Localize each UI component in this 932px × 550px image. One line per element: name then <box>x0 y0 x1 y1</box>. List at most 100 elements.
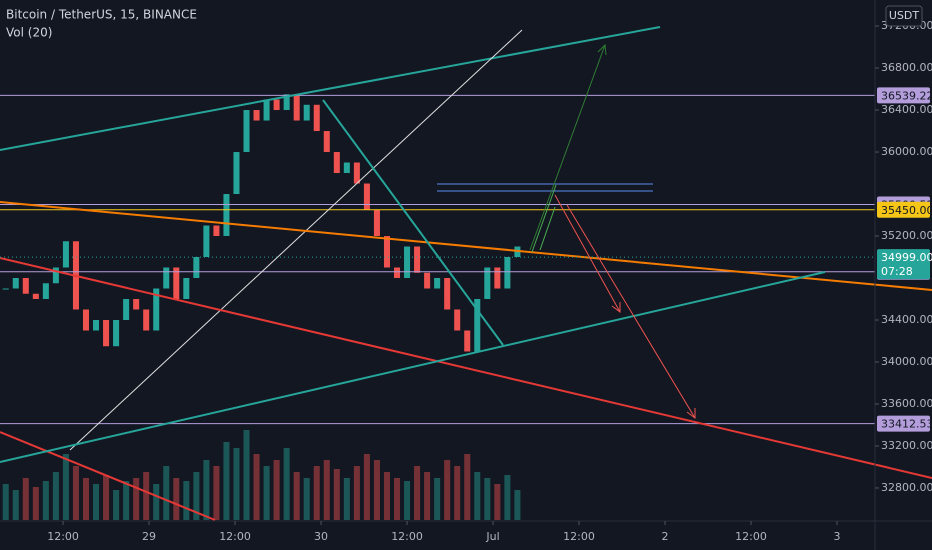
volume-bar <box>163 466 170 520</box>
y-tick-label: 32800.00 <box>881 481 932 494</box>
volume-bar <box>343 478 350 520</box>
candle <box>12 278 19 289</box>
trend-line <box>322 99 504 346</box>
x-tick-label: 12:00 <box>391 530 423 543</box>
trend-line <box>0 431 216 521</box>
x-tick-label: 3 <box>834 530 841 543</box>
volume-bar <box>223 442 230 520</box>
volume-bar <box>464 454 471 520</box>
volume-bar <box>62 454 69 520</box>
x-tick-label: 12:00 <box>47 530 79 543</box>
volume-bar <box>394 478 401 520</box>
candle <box>123 299 130 320</box>
candle <box>113 320 120 347</box>
candle <box>333 152 340 174</box>
candle <box>253 110 260 121</box>
trend-line <box>0 257 932 479</box>
volume-bar <box>32 487 39 520</box>
y-tick-label: 36800.00 <box>881 61 932 74</box>
candle <box>323 131 330 153</box>
chart-title: Bitcoin / TetherUS, 15, BINANCE <box>6 8 197 22</box>
price-label-box <box>877 415 930 432</box>
price-label: 33412.53 <box>881 418 932 431</box>
volume-bar <box>263 466 270 520</box>
candle <box>424 272 431 289</box>
candle <box>223 194 230 237</box>
volume-bar <box>353 466 360 520</box>
volume-label: Vol (20) <box>6 26 52 40</box>
y-tick-label: 36400.00 <box>881 103 932 116</box>
last-price-label: 34999.00 <box>881 251 932 264</box>
trend-line <box>69 29 523 451</box>
volume-bar <box>313 466 320 520</box>
volume-bar <box>363 454 370 520</box>
candle <box>383 236 390 268</box>
x-tick-label: 12:00 <box>735 530 767 543</box>
volume-bar <box>454 466 461 520</box>
x-tick-label: 29 <box>142 530 156 543</box>
x-tick-label: 12:00 <box>563 530 595 543</box>
volume-bar <box>333 469 340 520</box>
candle <box>283 94 290 111</box>
candle <box>233 152 240 195</box>
arrow <box>529 44 606 251</box>
candle <box>22 278 29 294</box>
y-tick-label: 35200.00 <box>881 229 932 242</box>
candle <box>243 110 250 153</box>
candle <box>103 320 110 347</box>
volume-bar <box>2 484 9 520</box>
arrow <box>539 206 556 251</box>
arrow-head <box>597 43 607 56</box>
candle <box>193 257 200 279</box>
trend-line <box>0 26 661 151</box>
volume-bar <box>323 460 330 520</box>
volume-bar <box>52 472 59 520</box>
arrow-head <box>686 408 696 419</box>
candle <box>163 267 170 289</box>
candle <box>52 267 59 284</box>
currency-box <box>885 5 923 27</box>
y-tick-label: 33600.00 <box>881 397 932 410</box>
volume-bar <box>82 478 90 520</box>
candle <box>203 225 210 258</box>
volume-bar <box>203 460 210 520</box>
candle <box>82 309 90 331</box>
last-price-box <box>877 249 930 280</box>
candle <box>183 278 190 300</box>
candle <box>404 246 411 279</box>
y-tick-label: 36000.00 <box>881 145 932 158</box>
volume-bar <box>113 490 120 520</box>
candle <box>293 94 300 121</box>
volume-bar <box>123 481 130 520</box>
volume-bar <box>373 460 380 520</box>
candle <box>363 183 370 210</box>
volume-bar <box>22 478 29 520</box>
currency: USDT <box>889 9 920 22</box>
candle <box>173 267 180 300</box>
volume-bar <box>424 472 431 520</box>
volume-bar <box>233 448 240 520</box>
candle <box>62 241 69 268</box>
volume-layer <box>2 430 521 520</box>
candle <box>494 267 501 289</box>
candle <box>474 299 481 352</box>
x-tick-label: 30 <box>314 530 328 543</box>
candle <box>414 246 421 273</box>
volume-bar <box>504 475 511 520</box>
candle <box>504 257 511 289</box>
volume-bar <box>434 478 441 520</box>
price-label-box <box>877 201 930 218</box>
arrow <box>554 194 621 313</box>
candles <box>2 94 521 352</box>
volume-bar <box>103 475 110 520</box>
volume-bar <box>484 478 491 520</box>
candle <box>153 288 160 331</box>
volume-bar <box>143 472 150 520</box>
volume-bar <box>293 472 300 520</box>
candle <box>42 283 49 300</box>
candle <box>434 278 441 289</box>
volume-bar <box>12 490 19 520</box>
candle <box>454 309 461 331</box>
candle <box>313 104 320 132</box>
volume-bar <box>253 454 260 520</box>
